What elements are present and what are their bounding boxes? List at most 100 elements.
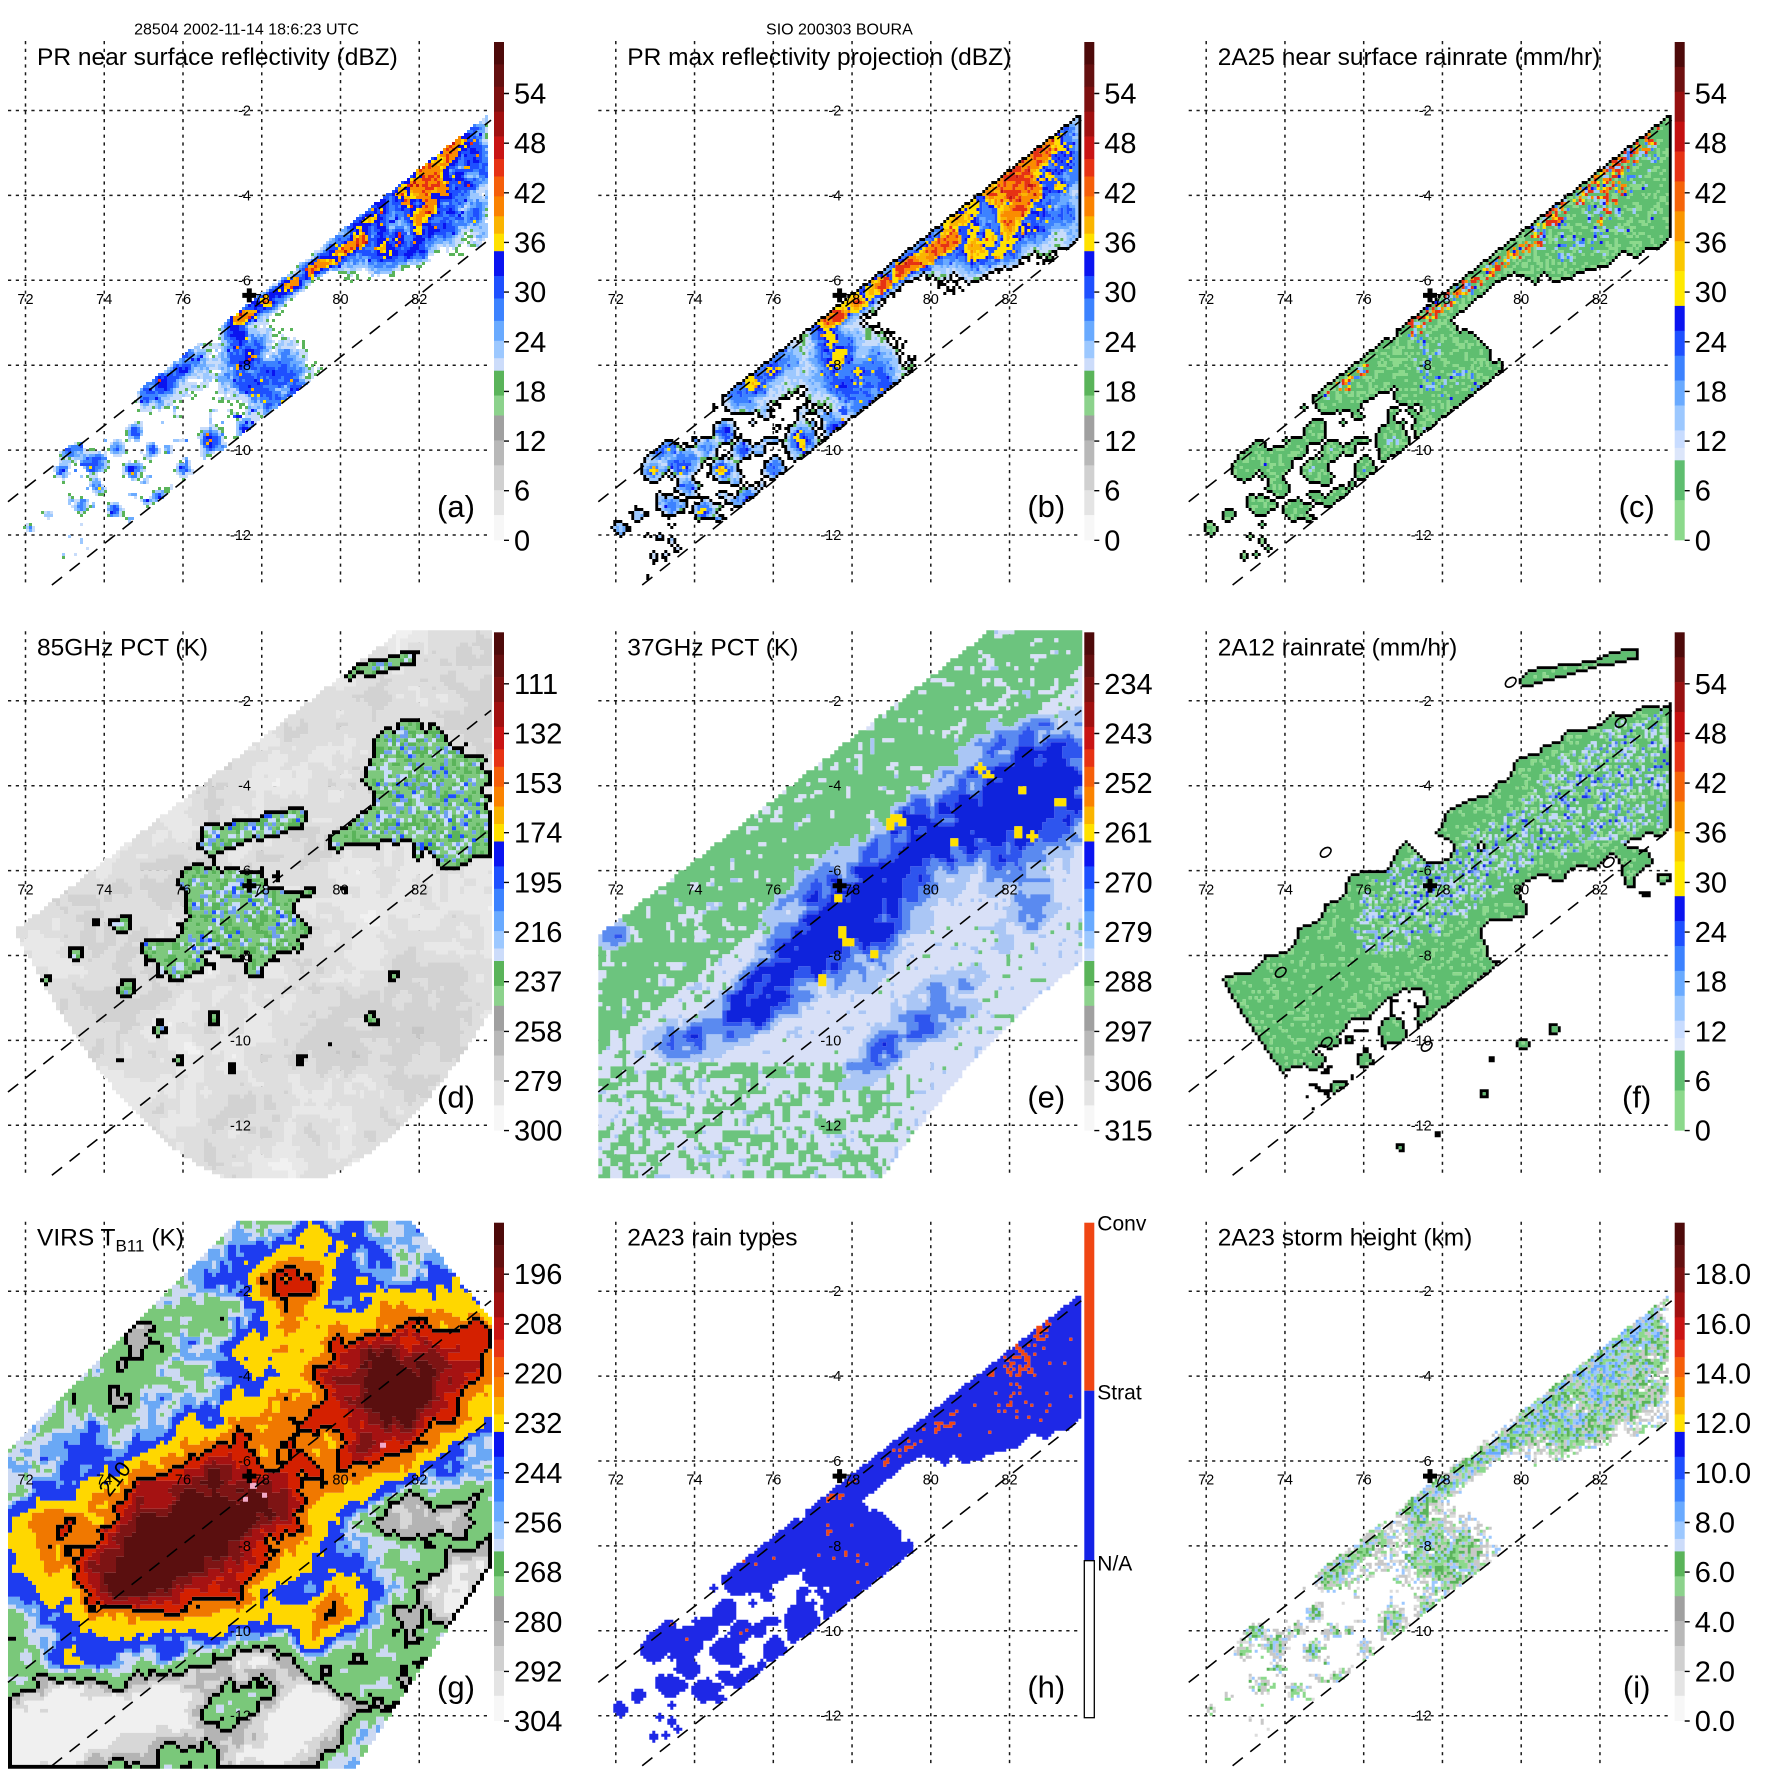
- svg-text:76: 76: [765, 292, 781, 308]
- svg-text:220: 220: [514, 1359, 562, 1391]
- svg-text:-12: -12: [1411, 1118, 1432, 1134]
- svg-text:244: 244: [514, 1458, 562, 1490]
- svg-text:10.0: 10.0: [1695, 1458, 1751, 1490]
- svg-text:153: 153: [514, 768, 562, 800]
- svg-text:256: 256: [514, 1508, 562, 1540]
- svg-text:76: 76: [175, 882, 191, 898]
- svg-text:2.0: 2.0: [1695, 1656, 1735, 1688]
- svg-text:216: 216: [514, 917, 562, 949]
- svg-text:-4: -4: [238, 779, 251, 795]
- svg-text:4.0: 4.0: [1695, 1607, 1735, 1639]
- svg-text:78: 78: [844, 1473, 860, 1489]
- svg-text:74: 74: [686, 1473, 702, 1489]
- svg-text:36: 36: [514, 227, 546, 259]
- svg-text:80: 80: [332, 882, 348, 898]
- svg-text:2A12 rainrate (mm/hr): 2A12 rainrate (mm/hr): [1218, 634, 1458, 661]
- svg-text:288: 288: [1104, 967, 1152, 999]
- svg-text:-4: -4: [828, 1369, 841, 1385]
- svg-text:80: 80: [1513, 1473, 1529, 1489]
- svg-text:72: 72: [1198, 882, 1214, 898]
- svg-text:24: 24: [1104, 327, 1136, 359]
- svg-text:268: 268: [514, 1557, 562, 1589]
- svg-text:-10: -10: [1411, 443, 1432, 459]
- svg-text:304: 304: [514, 1706, 562, 1738]
- svg-text:-6: -6: [828, 864, 841, 880]
- svg-text:-2: -2: [1419, 1284, 1432, 1300]
- svg-text:30: 30: [1695, 277, 1727, 309]
- svg-text:306: 306: [1104, 1066, 1152, 1098]
- svg-text:74: 74: [1277, 882, 1293, 898]
- svg-text:82: 82: [1592, 292, 1608, 308]
- svg-text:24: 24: [1695, 327, 1727, 359]
- svg-text:36: 36: [1695, 227, 1727, 259]
- svg-text:Conv: Conv: [1097, 1213, 1147, 1236]
- svg-text:-10: -10: [1411, 1624, 1432, 1640]
- svg-text:74: 74: [1277, 1473, 1293, 1489]
- svg-text:(g): (g): [437, 1670, 475, 1705]
- svg-text:-2: -2: [1419, 104, 1432, 120]
- svg-text:76: 76: [765, 1473, 781, 1489]
- svg-text:24: 24: [514, 327, 546, 359]
- svg-text:PR max reflectivity projection: PR max reflectivity projection (dBZ): [627, 44, 1011, 71]
- svg-text:297: 297: [1104, 1016, 1152, 1048]
- svg-text:76: 76: [1356, 882, 1372, 898]
- svg-text:-2: -2: [238, 694, 251, 710]
- svg-text:292: 292: [514, 1656, 562, 1688]
- svg-text:-8: -8: [828, 358, 841, 374]
- svg-text:18: 18: [1104, 376, 1136, 408]
- svg-text:(c): (c): [1619, 489, 1655, 524]
- svg-text:74: 74: [96, 1473, 112, 1489]
- svg-text:-4: -4: [1419, 188, 1432, 204]
- svg-text:-4: -4: [238, 1369, 251, 1385]
- svg-text:80: 80: [923, 292, 939, 308]
- svg-text:76: 76: [1356, 292, 1372, 308]
- svg-text:30: 30: [514, 277, 546, 309]
- svg-text:30: 30: [1104, 277, 1136, 309]
- svg-text:261: 261: [1104, 818, 1152, 850]
- svg-text:72: 72: [17, 1473, 33, 1489]
- svg-text:12: 12: [1695, 1016, 1727, 1048]
- svg-text:78: 78: [1434, 1473, 1450, 1489]
- svg-text:-10: -10: [820, 1624, 841, 1640]
- svg-text:-6: -6: [1419, 864, 1432, 880]
- svg-text:-6: -6: [238, 1454, 251, 1470]
- svg-text:24: 24: [1695, 917, 1727, 949]
- svg-text:82: 82: [1592, 1473, 1608, 1489]
- svg-text:78: 78: [1434, 882, 1450, 898]
- svg-text:42: 42: [1695, 768, 1727, 800]
- svg-text:54: 54: [1104, 79, 1136, 111]
- svg-text:12: 12: [514, 426, 546, 458]
- svg-text:-6: -6: [828, 1454, 841, 1470]
- svg-text:132: 132: [514, 719, 562, 751]
- svg-text:-12: -12: [1411, 1709, 1432, 1725]
- svg-text:(a): (a): [437, 489, 475, 524]
- svg-text:252: 252: [1104, 768, 1152, 800]
- svg-text:72: 72: [608, 292, 624, 308]
- svg-text:0: 0: [1104, 525, 1120, 557]
- svg-text:0: 0: [1695, 1116, 1711, 1148]
- svg-text:-6: -6: [238, 273, 251, 289]
- svg-text:-6: -6: [1419, 273, 1432, 289]
- svg-text:28504 2002-11-14 18:6:23 UTC: 28504 2002-11-14 18:6:23 UTC: [134, 22, 359, 39]
- svg-text:12.0: 12.0: [1695, 1408, 1751, 1440]
- svg-text:78: 78: [1434, 292, 1450, 308]
- svg-text:80: 80: [923, 1473, 939, 1489]
- svg-text:82: 82: [411, 882, 427, 898]
- svg-text:2A23 storm height (km): 2A23 storm height (km): [1218, 1225, 1473, 1252]
- svg-text:48: 48: [1104, 128, 1136, 160]
- svg-text:76: 76: [1356, 1473, 1372, 1489]
- svg-text:-12: -12: [1411, 528, 1432, 544]
- svg-text:-12: -12: [820, 528, 841, 544]
- svg-text:-2: -2: [828, 104, 841, 120]
- svg-text:72: 72: [17, 292, 33, 308]
- svg-text:82: 82: [1001, 292, 1017, 308]
- svg-text:74: 74: [96, 292, 112, 308]
- svg-text:(h): (h): [1027, 1670, 1065, 1705]
- svg-text:72: 72: [1198, 292, 1214, 308]
- svg-text:-2: -2: [238, 104, 251, 120]
- svg-text:0.0: 0.0: [1695, 1706, 1735, 1738]
- svg-text:-2: -2: [238, 1284, 251, 1300]
- svg-text:48: 48: [514, 128, 546, 160]
- svg-text:6: 6: [1104, 476, 1120, 508]
- svg-text:VIRS TB11 (K): VIRS TB11 (K): [37, 1225, 184, 1256]
